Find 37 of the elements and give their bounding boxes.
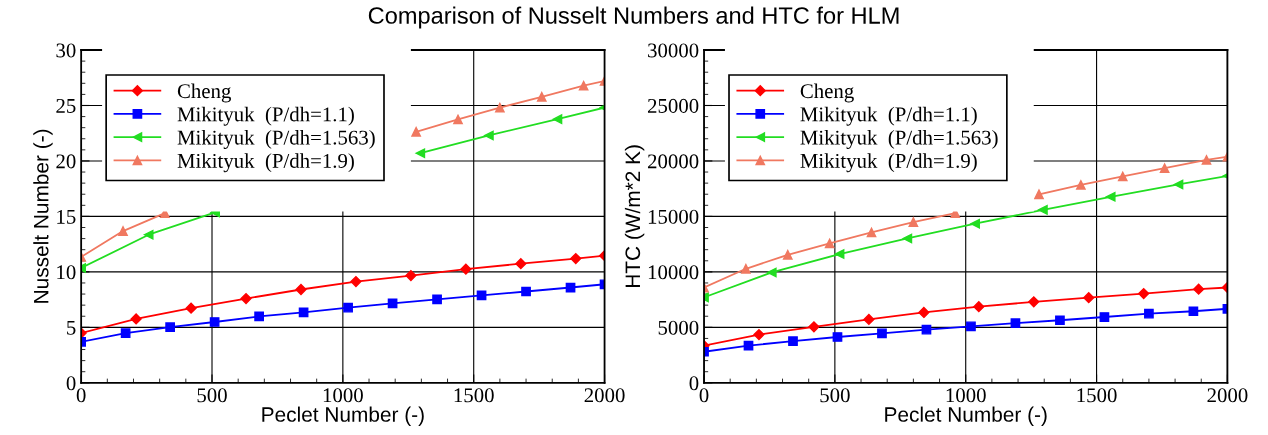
y-axis-title: Nusselt Number (-): [33, 129, 53, 303]
y-tick-label: 30: [56, 43, 76, 58]
legend-label: Mikityuk (P/dh=1.9): [800, 153, 977, 173]
y-tick-label: 30000: [648, 43, 699, 58]
y-tick-label: 25: [56, 98, 76, 113]
x-tick-label: 500: [820, 388, 850, 403]
x-tick-label: 500: [197, 388, 227, 403]
legend-label: Mikityuk (P/dh=1.563): [177, 129, 375, 149]
y-tick-label: 15000: [648, 209, 699, 224]
y-tick-label: 10: [57, 265, 76, 280]
x-axis-title: Peclet Number (-): [885, 406, 1047, 426]
x-axis-title: Peclet Number (-): [262, 406, 424, 426]
legend-label: Cheng: [800, 83, 854, 103]
y-tick-label: 20000: [647, 154, 699, 169]
y-tick-label: 25000: [647, 98, 699, 113]
legend-label: Mikityuk (P/dh=1.563): [800, 129, 998, 149]
x-tick-label: 0: [699, 388, 709, 403]
x-tick-label: 0: [76, 388, 86, 403]
y-tick-label: 15: [57, 209, 76, 224]
x-tick-label: 2000: [1207, 388, 1248, 403]
legend-label: Mikityuk (P/dh=1.9): [177, 153, 354, 173]
y-tick-label: 0: [66, 376, 76, 391]
y-tick-label: 20: [56, 154, 76, 169]
x-tick-label: 2000: [584, 388, 625, 403]
legend-label: Cheng: [177, 83, 231, 103]
y-axis-title: HTC (W/m*2 K): [624, 145, 645, 288]
legend-label: Mikityuk (P/dh=1.1): [177, 106, 354, 126]
y-tick-label: 5000: [658, 320, 699, 335]
x-tick-label: 1000: [323, 388, 363, 403]
x-tick-label: 1000: [946, 388, 986, 403]
x-tick-label: 1500: [1077, 388, 1117, 403]
x-tick-label: 1500: [454, 388, 494, 403]
y-tick-label: 10000: [648, 265, 699, 280]
y-tick-label: 0: [689, 376, 699, 391]
legend-label: Mikityuk (P/dh=1.1): [800, 106, 977, 126]
y-tick-label: 5: [67, 320, 76, 335]
chart-title: Comparison of Nusselt Numbers and HTC for HLM: [368, 6, 899, 29]
